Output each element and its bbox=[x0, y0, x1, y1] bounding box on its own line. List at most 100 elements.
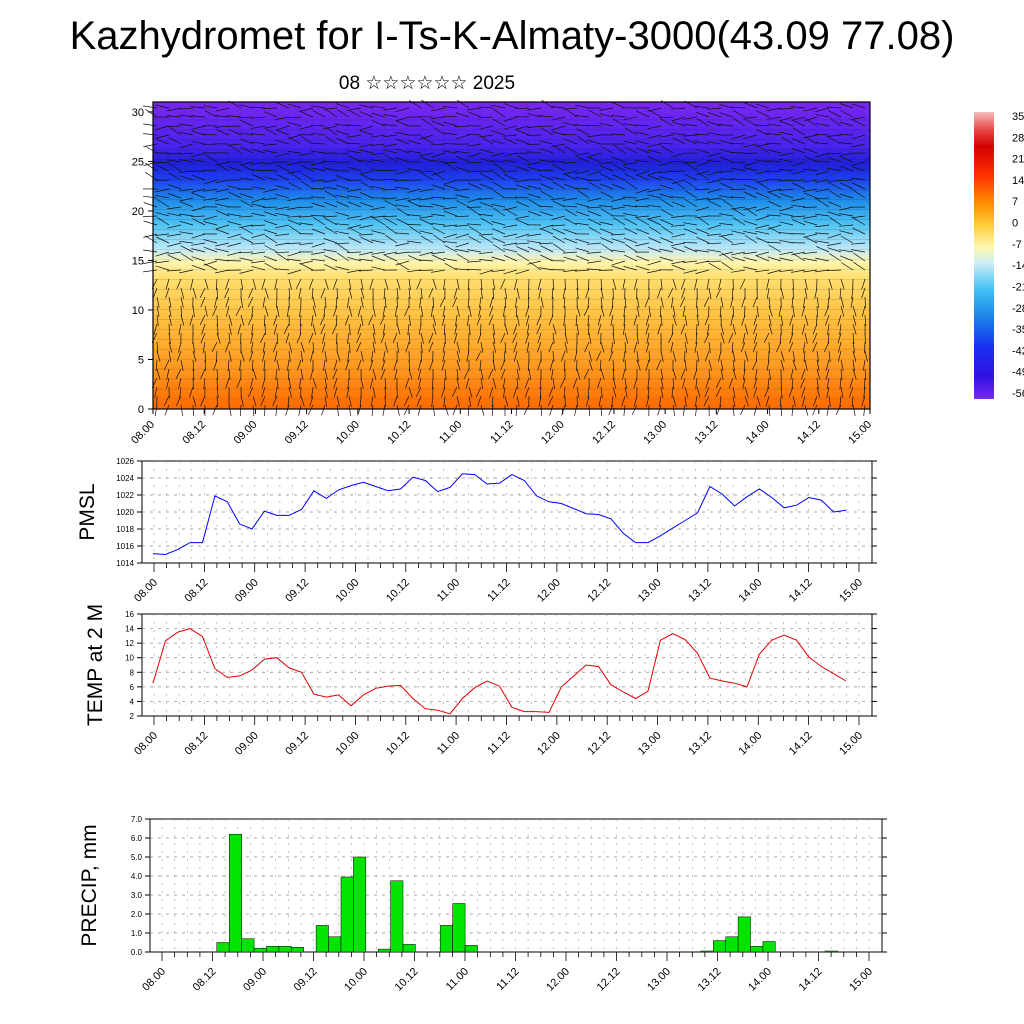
wind-barb bbox=[240, 236, 254, 244]
wind-barb bbox=[442, 341, 446, 353]
wind-barb bbox=[263, 314, 266, 327]
wind-barb bbox=[215, 269, 230, 274]
precip-bar bbox=[452, 903, 466, 953]
wind-barb bbox=[585, 287, 590, 299]
wind-barb bbox=[753, 377, 758, 389]
wind-barb bbox=[792, 219, 806, 226]
wind-barb bbox=[371, 134, 386, 138]
wind-barb bbox=[395, 260, 410, 266]
wind-barb bbox=[443, 150, 458, 154]
wind-barb bbox=[574, 404, 578, 416]
wind-barb bbox=[168, 323, 170, 336]
wind-barb bbox=[852, 404, 856, 416]
wind-barb bbox=[671, 121, 686, 127]
wind-barb bbox=[407, 214, 422, 217]
x-tick-label: 15.00 bbox=[837, 577, 865, 605]
wind-barb bbox=[433, 234, 446, 244]
wind-barb bbox=[587, 314, 590, 326]
wind-barb bbox=[286, 359, 290, 371]
wind-barb bbox=[752, 296, 758, 308]
wind-barb bbox=[477, 332, 482, 344]
x-tick-label: 14.00 bbox=[746, 966, 774, 994]
wind-barb bbox=[203, 179, 218, 185]
wind-barb bbox=[814, 197, 830, 200]
wind-barb bbox=[287, 269, 302, 275]
wind-barb bbox=[611, 296, 614, 309]
wind-barb bbox=[564, 145, 578, 154]
wind-barb bbox=[659, 134, 674, 138]
wind-barb bbox=[215, 125, 230, 128]
x-tick-label: 12.12 bbox=[585, 577, 613, 605]
wind-barb bbox=[515, 125, 530, 130]
wind-barb bbox=[715, 377, 722, 389]
wind-barb bbox=[840, 305, 845, 317]
wind-barb bbox=[263, 188, 278, 193]
wind-barb bbox=[372, 323, 376, 335]
wind-barb bbox=[191, 125, 206, 130]
wind-barb bbox=[696, 314, 700, 326]
wind-barb bbox=[515, 165, 530, 172]
wind-barb bbox=[420, 332, 424, 344]
wind-barb bbox=[622, 196, 638, 199]
wind-barb bbox=[443, 395, 446, 407]
y-tick-label: 0 bbox=[138, 404, 144, 416]
wind-barb bbox=[829, 253, 842, 262]
wind-barb bbox=[527, 246, 542, 253]
wind-barb bbox=[431, 120, 446, 127]
wind-barb bbox=[408, 359, 411, 372]
wind-barb bbox=[525, 305, 530, 317]
x-tick-label: 11.12 bbox=[485, 577, 512, 604]
wind-barb bbox=[324, 296, 327, 308]
wind-barb bbox=[672, 305, 676, 317]
wind-barb bbox=[204, 350, 206, 363]
precip-bar bbox=[353, 856, 367, 953]
wind-barb bbox=[636, 296, 640, 308]
wind-barb bbox=[707, 160, 722, 163]
precip-bar bbox=[713, 940, 726, 953]
wind-barb bbox=[695, 249, 710, 253]
wind-barb bbox=[503, 174, 518, 181]
wind-barb bbox=[382, 178, 398, 181]
wind-barb bbox=[396, 296, 398, 309]
wind-barb bbox=[167, 184, 182, 190]
wind-barb bbox=[756, 181, 770, 190]
wind-barb bbox=[707, 179, 722, 184]
wind-barb bbox=[263, 211, 278, 217]
wind-barb bbox=[611, 156, 626, 163]
wind-barb bbox=[166, 377, 170, 389]
wind-barb bbox=[203, 188, 218, 192]
wind-barb bbox=[383, 113, 398, 118]
wind-barb bbox=[768, 404, 771, 417]
wind-barb bbox=[480, 235, 494, 244]
wind-barb bbox=[671, 296, 674, 308]
wind-barb bbox=[407, 188, 422, 193]
wind-barb bbox=[240, 119, 254, 127]
wind-barb bbox=[744, 191, 758, 199]
wind-barb bbox=[169, 163, 182, 172]
wind-barb bbox=[383, 124, 398, 127]
wind-barb bbox=[720, 359, 724, 371]
wind-barb bbox=[153, 323, 158, 335]
wind-barb bbox=[840, 278, 845, 290]
wind-barb bbox=[311, 386, 314, 398]
wind-barb bbox=[264, 127, 278, 136]
wind-barb bbox=[358, 269, 374, 272]
wind-barb bbox=[156, 314, 159, 326]
wind-barb bbox=[324, 226, 338, 235]
wind-barb bbox=[514, 278, 518, 290]
wind-barb bbox=[276, 305, 280, 317]
wind-barb bbox=[708, 262, 722, 271]
wind-barb bbox=[264, 262, 278, 271]
wind-barb bbox=[829, 216, 842, 226]
wind-barb bbox=[383, 287, 386, 300]
wind-barb bbox=[167, 212, 182, 217]
wind-barb bbox=[227, 251, 242, 256]
wind-barb bbox=[262, 206, 278, 208]
wind-barb bbox=[693, 368, 698, 380]
wind-barb bbox=[623, 314, 626, 326]
wind-barb bbox=[251, 251, 266, 255]
wind-barb bbox=[420, 305, 424, 317]
wind-barb bbox=[512, 332, 518, 344]
wind-barb bbox=[695, 215, 710, 219]
wind-barb bbox=[815, 179, 830, 183]
